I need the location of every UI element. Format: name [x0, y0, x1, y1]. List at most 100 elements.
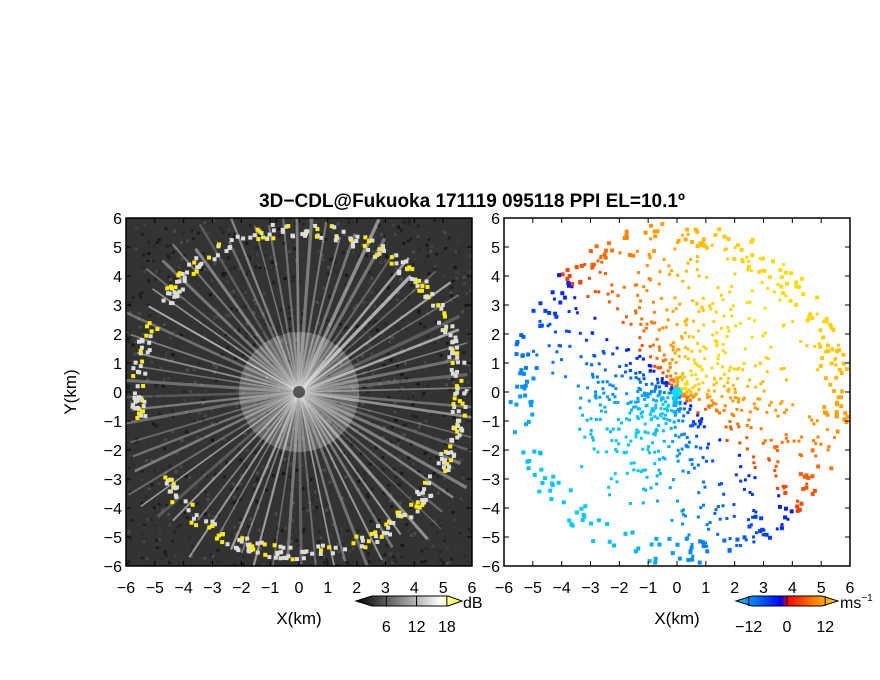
velocity-ring-pixel	[826, 349, 831, 354]
velocity-pixel	[634, 309, 638, 313]
snr-noise-pixel	[163, 447, 167, 451]
snr-noise-pixel	[436, 475, 440, 479]
snr-echo-pixel	[380, 244, 385, 249]
snr-noise-pixel	[313, 510, 317, 514]
snr-echo-pixel	[267, 232, 272, 237]
velocity-ring-pixel	[514, 342, 519, 347]
snr-echo-pixel	[290, 557, 295, 562]
snr-noise-pixel	[141, 265, 145, 269]
snr-noise-pixel	[436, 491, 440, 495]
snr-noise-pixel	[270, 260, 274, 264]
velocity-pixel	[614, 387, 618, 391]
x-tick-label: 6	[846, 580, 855, 597]
velocity-pixel	[625, 471, 629, 475]
snr-noise-pixel	[222, 437, 226, 441]
velocity-pixel	[605, 395, 609, 399]
snr-noise-pixel	[251, 266, 255, 270]
snr-noise-pixel	[355, 324, 359, 328]
velocity-pixel	[694, 445, 698, 449]
snr-noise-pixel	[452, 499, 456, 503]
snr-noise-pixel	[241, 278, 245, 282]
snr-echo-pixel	[229, 238, 234, 243]
snr-noise-pixel	[409, 458, 413, 462]
snr-noise-pixel	[127, 386, 131, 390]
velocity-pixel	[670, 383, 674, 387]
snr-noise-pixel	[140, 478, 144, 482]
velocity-pixel	[689, 369, 693, 373]
snr-echo-pixel	[214, 536, 219, 541]
snr-noise-pixel	[407, 455, 411, 459]
snr-noise-pixel	[368, 335, 372, 339]
snr-noise-pixel	[381, 436, 385, 440]
velocity-pixel	[759, 382, 763, 386]
velocity-pixel	[833, 435, 837, 439]
velocity-pixel	[686, 232, 690, 236]
velocity-pixel	[535, 353, 539, 357]
snr-noise-pixel	[256, 416, 260, 420]
snr-noise-pixel	[445, 546, 449, 550]
snr-noise-pixel	[453, 553, 457, 557]
velocity-ring-pixel	[824, 316, 829, 321]
snr-noise-pixel	[314, 251, 318, 255]
snr-noise-pixel	[316, 498, 320, 502]
snr-echo-pixel	[241, 236, 246, 241]
snr-noise-pixel	[147, 487, 151, 491]
velocity-pixel	[564, 329, 568, 333]
snr-noise-pixel	[295, 468, 299, 472]
snr-noise-pixel	[465, 291, 469, 295]
snr-noise-pixel	[254, 246, 258, 250]
snr-noise-pixel	[443, 539, 447, 543]
velocity-pixel	[609, 477, 613, 481]
snr-noise-pixel	[352, 306, 356, 310]
snr-noise-pixel	[437, 537, 441, 541]
snr-noise-pixel	[226, 256, 230, 260]
velocity-pixel	[690, 458, 694, 462]
snr-noise-pixel	[244, 272, 248, 276]
snr-noise-pixel	[442, 271, 446, 275]
velocity-pixel	[697, 274, 701, 278]
velocity-pixel	[642, 285, 646, 289]
snr-echo-pixel	[373, 534, 378, 539]
velocity-pixel	[690, 462, 694, 466]
velocity-pixel	[681, 393, 685, 397]
snr-noise-pixel	[263, 380, 267, 384]
velocity-pixel	[819, 442, 823, 446]
snr-noise-pixel	[433, 483, 437, 487]
snr-echo-pixel	[210, 519, 215, 524]
snr-noise-pixel	[220, 463, 224, 467]
snr-noise-pixel	[391, 336, 395, 340]
snr-echo-pixel	[460, 401, 465, 406]
snr-noise-pixel	[462, 275, 466, 279]
velocity-pixel	[676, 396, 680, 400]
velocity-ring-pixel	[532, 473, 537, 478]
snr-radial-beam	[298, 314, 461, 394]
snr-noise-pixel	[211, 554, 215, 558]
velocity-colorbar-unit-exponent: −1	[861, 593, 873, 604]
snr-echo-pixel	[386, 525, 391, 530]
snr-noise-pixel	[130, 326, 134, 330]
velocity-ring-pixel	[523, 393, 528, 398]
snr-noise-pixel	[356, 393, 360, 397]
x-tick-label: 3	[381, 580, 390, 597]
snr-echo-pixel	[389, 255, 394, 260]
snr-echo-pixel	[240, 536, 245, 541]
snr-echo-pixel	[428, 494, 433, 499]
snr-noise-pixel	[432, 472, 436, 476]
snr-noise-pixel	[448, 359, 452, 363]
snr-radial-beam	[298, 328, 460, 394]
snr-noise-pixel	[328, 486, 332, 490]
snr-radial-beam	[298, 391, 472, 439]
snr-echo-pixel	[301, 556, 306, 561]
velocity-pixel	[724, 247, 728, 251]
snr-echo-pixel	[189, 520, 194, 525]
velocity-pixel	[761, 441, 765, 445]
snr-noise-pixel	[398, 501, 402, 505]
snr-noise-pixel	[264, 254, 268, 258]
snr-noise-pixel	[446, 341, 450, 345]
velocity-ring-pixel	[519, 333, 524, 338]
snr-echo-pixel	[142, 399, 147, 404]
velocity-ring-pixel	[840, 389, 845, 394]
snr-echo-pixel	[204, 519, 209, 524]
y-tick-label: −6	[482, 559, 500, 576]
snr-noise-pixel	[438, 549, 442, 553]
